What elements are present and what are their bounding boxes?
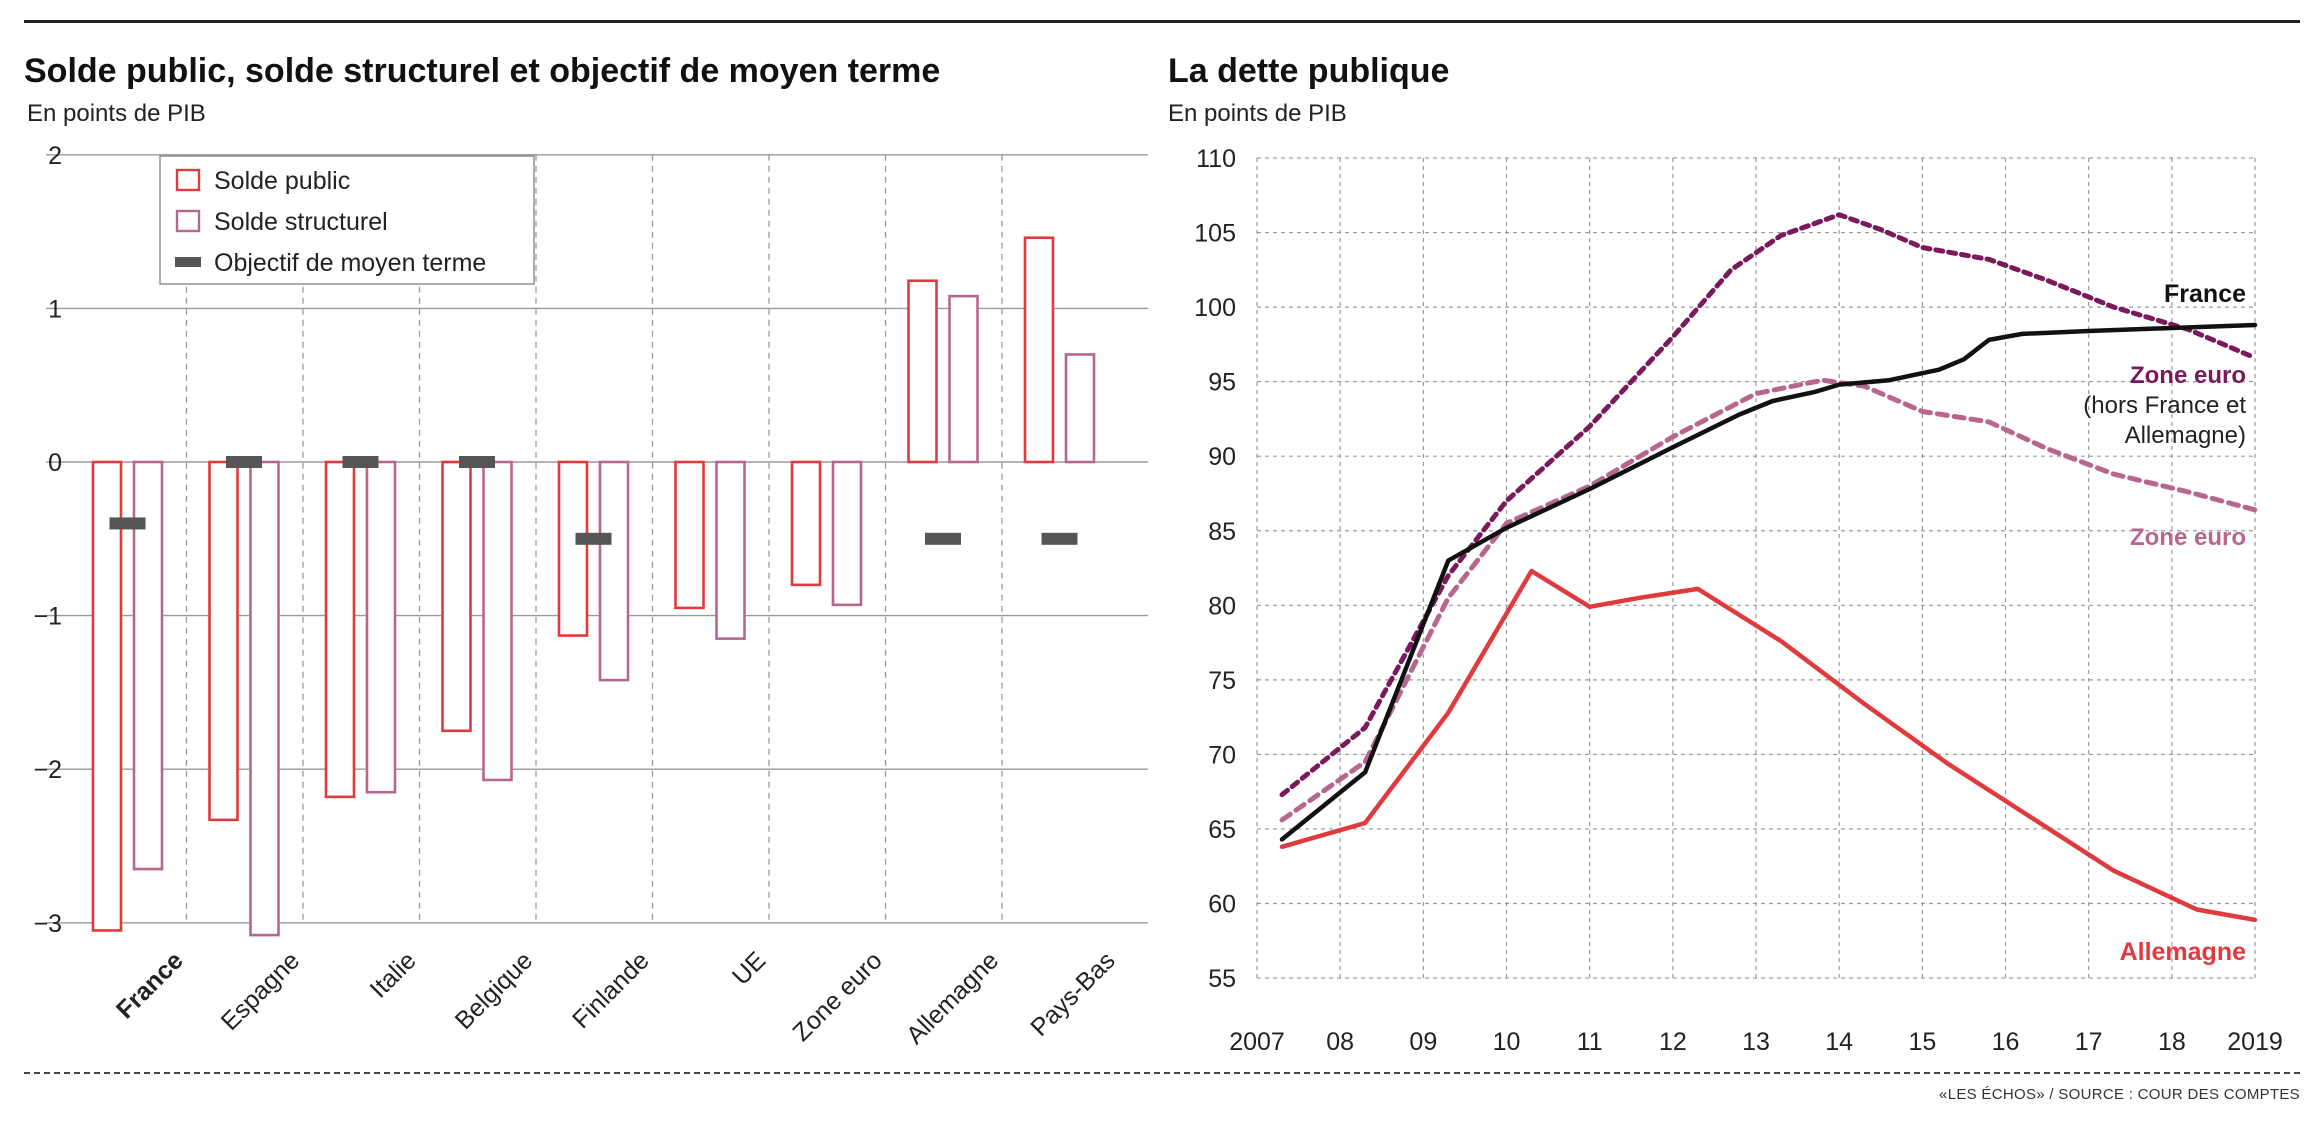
x-tick-label: 08 xyxy=(1326,1028,1354,1056)
y-tick-label: 70 xyxy=(1208,741,1236,769)
x-tick-label: 16 xyxy=(1992,1028,2020,1056)
y-tick-label: 85 xyxy=(1208,518,1236,546)
x-tick-label: 15 xyxy=(1908,1028,1936,1056)
source-note: «LES ÉCHOS» / SOURCE : COUR DES COMPTES xyxy=(1939,1086,2300,1103)
solde-public-bar xyxy=(557,460,589,637)
solde-public-bar xyxy=(790,460,822,587)
y-tick-label: 65 xyxy=(1208,816,1236,844)
objectif-marker xyxy=(925,532,961,545)
objectif-marker xyxy=(109,517,146,530)
objectif-marker xyxy=(575,532,612,545)
solde-public-bar xyxy=(1023,236,1055,464)
category-label: Finlande xyxy=(567,946,655,1034)
left-chart-subtitle: En points de PIB xyxy=(27,100,206,127)
solde-structurel-bar xyxy=(715,460,746,640)
series-label-france: France xyxy=(2164,280,2246,308)
bottom-rule xyxy=(24,1072,2300,1074)
y-tick-label: 100 xyxy=(1194,294,1236,322)
solde-structurel-bar xyxy=(598,460,630,682)
solde-public-bar xyxy=(674,460,705,610)
category-label: Allemagne xyxy=(901,946,1004,1049)
solde-public-bar xyxy=(91,460,123,932)
y-tick-label: 55 xyxy=(1208,965,1236,993)
solde-structurel-bar xyxy=(132,460,164,871)
category-label: Espagne xyxy=(216,946,306,1036)
right-chart-subtitle: En points de PIB xyxy=(1168,100,1347,127)
y-tick-label: 110 xyxy=(1196,145,1236,173)
france-line xyxy=(1279,322,2258,842)
y-tick-label: 2 xyxy=(48,142,62,170)
legend-swatch-solde-structurel xyxy=(175,209,201,233)
y-tick-label: 60 xyxy=(1208,891,1236,919)
y-tick-label: 105 xyxy=(1194,220,1236,248)
objectif-marker xyxy=(342,456,379,468)
x-tick-label: 17 xyxy=(2075,1028,2103,1056)
x-tick-label: 11 xyxy=(1577,1028,1603,1056)
left-chart-title: Solde public, solde structurel et object… xyxy=(24,52,941,90)
x-tick-label: 2019 xyxy=(2227,1028,2283,1056)
y-tick-label: 80 xyxy=(1208,592,1236,620)
x-tick-label: 09 xyxy=(1409,1028,1437,1056)
y-tick-label: −2 xyxy=(33,756,62,784)
solde-structurel-bar xyxy=(1064,353,1096,464)
legend-label: Solde structurel xyxy=(214,208,388,236)
series-label-zone-euro-hors-line3: Allemagne) xyxy=(2125,422,2246,449)
solde-structurel-bar xyxy=(482,460,513,782)
objectif-marker xyxy=(1041,532,1078,545)
y-tick-label: 75 xyxy=(1208,667,1236,695)
top-rule xyxy=(24,20,2300,23)
y-tick-label: 90 xyxy=(1208,443,1236,471)
category-label: Belgique xyxy=(450,946,539,1035)
solde-structurel-bar xyxy=(249,460,280,937)
series-label-allemagne: Allemagne xyxy=(2120,938,2247,966)
legend-box xyxy=(159,155,535,285)
x-tick-label: 12 xyxy=(1659,1028,1687,1056)
series-label-zone-euro-hors-line2: (hors France et xyxy=(2083,392,2246,419)
solde-public-bar xyxy=(441,460,472,733)
legend-swatch-objectif xyxy=(175,257,201,267)
zone-euro-line xyxy=(1279,377,2258,823)
x-tick-label: 13 xyxy=(1742,1028,1770,1056)
x-tick-label: 10 xyxy=(1493,1028,1521,1056)
solde-public-bar xyxy=(907,279,938,464)
solde-structurel-bar xyxy=(948,294,979,464)
y-tick-label: −3 xyxy=(33,910,62,938)
y-tick-label: 1 xyxy=(48,295,62,323)
x-tick-label: 14 xyxy=(1825,1028,1853,1056)
y-tick-label: 0 xyxy=(48,449,62,477)
category-label: France xyxy=(111,946,189,1024)
y-tick-label: −1 xyxy=(33,603,62,631)
legend-label: Solde public xyxy=(214,167,350,195)
series-label-zone-euro-hors: Zone euro xyxy=(2130,362,2246,389)
zone-euro-hors-line xyxy=(1279,212,2258,798)
category-label: Zone euro xyxy=(787,946,887,1046)
x-tick-label: 2007 xyxy=(1229,1028,1285,1056)
objectif-marker xyxy=(459,456,495,468)
legend-swatch-solde-public xyxy=(175,168,201,192)
y-tick-label: 95 xyxy=(1208,369,1236,397)
category-label: UE xyxy=(727,946,771,990)
category-label: Italie xyxy=(365,946,422,1003)
solde-public-bar xyxy=(324,460,356,799)
legend-label: Objectif de moyen terme xyxy=(214,249,486,277)
allemagne-line xyxy=(1279,568,2258,923)
right-chart-title: La dette publique xyxy=(1168,52,1450,90)
solde-structurel-bar xyxy=(831,460,863,607)
objectif-marker xyxy=(226,456,262,468)
series-label-zone-euro: Zone euro xyxy=(2130,524,2246,551)
solde-structurel-bar xyxy=(365,460,397,794)
solde-public-bar xyxy=(208,460,239,822)
category-label: Pays-Bas xyxy=(1025,946,1120,1041)
x-tick-label: 18 xyxy=(2158,1028,2186,1056)
